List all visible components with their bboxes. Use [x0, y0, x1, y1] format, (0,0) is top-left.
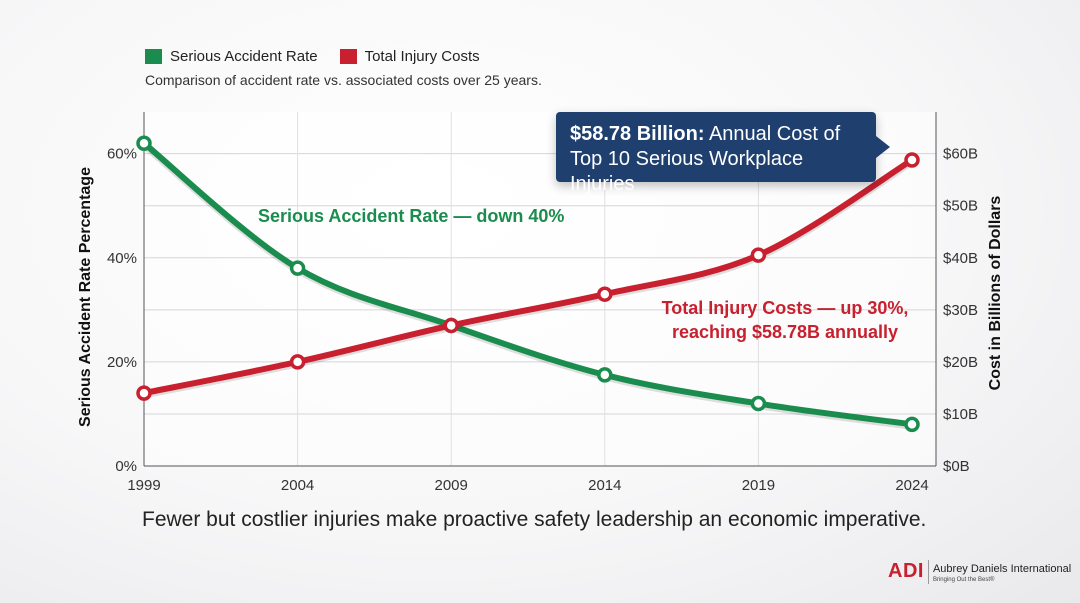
- data-point-injury-costs-2004: [289, 354, 306, 370]
- y-right-tick-label-1: $10B: [943, 406, 978, 423]
- y-right-tick-label-4: $40B: [943, 250, 978, 267]
- y-left-tick-label-3: 60%: [107, 146, 137, 163]
- data-point-injury-costs-1999: [136, 385, 152, 401]
- logo-tagline: Bringing Out the Best®: [932, 577, 995, 583]
- accident-rate-annotation: Serious Accident Rate — down 40%: [258, 206, 565, 226]
- series-line-injury-costs: [141, 156, 915, 397]
- logo-text: Aubrey Daniels International Bringing Ou…: [933, 560, 1071, 585]
- data-point-accident-rate-2024: [904, 416, 920, 433]
- y-left-tick-label-2: 40%: [107, 250, 137, 267]
- footer-takeaway: Fewer but costlier injuries make proacti…: [142, 508, 927, 531]
- logo-name: Aubrey Daniels International: [932, 563, 1072, 575]
- logo-mark: ADI: [888, 560, 924, 582]
- x-tick-label-5: 2024: [895, 477, 928, 494]
- logo-divider: [927, 560, 929, 584]
- data-point-injury-costs-2014: [597, 286, 613, 302]
- y-axis-right-label: Cost in Billions of Dollars: [987, 195, 1004, 391]
- data-point-accident-rate-2014: [597, 367, 613, 383]
- y-left-tick-label-1: 20%: [107, 354, 137, 371]
- data-point-accident-rate-2019: [750, 395, 767, 412]
- injury-costs-annotation: Total Injury Costs — up 30%, reaching $5…: [661, 298, 909, 342]
- callout-text: $58.78 Billion: Annual Cost of Top 10 Se…: [570, 122, 866, 197]
- data-point-accident-rate-1999: [136, 135, 152, 151]
- legend-label-injury-costs: Total Injury Costs: [364, 48, 480, 65]
- x-tick-label-4: 2019: [742, 477, 775, 494]
- legend-item-injury-costs: Total Injury Costs: [339, 48, 480, 65]
- series-line-accident-rate: [141, 140, 915, 428]
- y-axis-left-label: Serious Accident Rate Percentage: [77, 167, 94, 427]
- callout-rest-text: Annual Cost of Top 10 Serious Workplace …: [570, 123, 841, 195]
- data-point-injury-costs-2024: [904, 152, 920, 168]
- y-right-tick-label-5: $50B: [943, 198, 978, 215]
- y-right-tick-label-2: $20B: [943, 354, 978, 371]
- legend-swatch-accident-rate: [145, 49, 162, 64]
- legend-item-accident-rate: Serious Accident Rate: [145, 48, 318, 65]
- data-point-injury-costs-2009: [443, 317, 459, 334]
- x-tick-label-0: 1999: [127, 477, 160, 494]
- x-tick-label-2: 2009: [435, 477, 468, 494]
- legend-swatch-injury-costs: [339, 49, 357, 64]
- y-right-tick-label-3: $30B: [943, 302, 978, 319]
- x-tick-label-1: 2004: [281, 477, 314, 494]
- x-tick-label-3: 2014: [588, 477, 621, 494]
- y-left-tick-label-0: 0%: [115, 458, 137, 475]
- chart-subtitle: Comparison of accident rate vs. associat…: [145, 72, 542, 88]
- legend: Serious Accident Rate Total Injury Costs: [145, 48, 502, 65]
- legend-label-accident-rate: Serious Accident Rate: [170, 48, 318, 65]
- data-point-injury-costs-2019: [750, 247, 767, 263]
- adi-logo: ADI Aubrey Daniels International Bringin…: [888, 560, 1071, 585]
- callout-bold-text: $58.78 Billion:: [570, 123, 705, 145]
- y-right-tick-label-0: $0B: [943, 458, 970, 475]
- y-right-tick-label-6: $60B: [943, 146, 978, 163]
- data-point-accident-rate-2004: [289, 260, 306, 276]
- cost-callout: $58.78 Billion: Annual Cost of Top 10 Se…: [556, 112, 890, 195]
